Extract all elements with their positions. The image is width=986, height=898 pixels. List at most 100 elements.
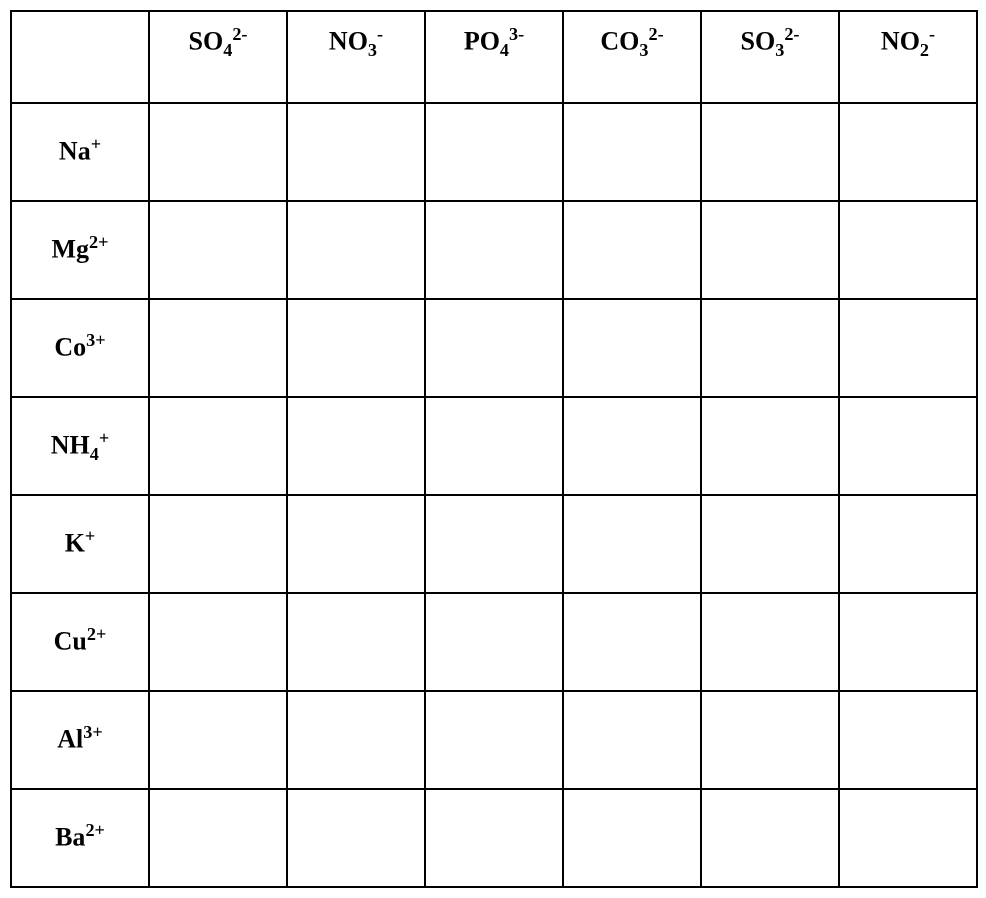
col-header-co3: CO32- [563, 11, 701, 103]
data-cell [287, 201, 425, 299]
data-cell [701, 789, 839, 887]
data-cell [701, 103, 839, 201]
row-header-sup: 2+ [87, 624, 106, 644]
data-cell [425, 299, 563, 397]
col-header-sub: 4 [223, 40, 232, 60]
table-row: Co3+ [11, 299, 977, 397]
data-cell [149, 789, 287, 887]
data-cell [839, 201, 977, 299]
row-header-base: NH [51, 430, 90, 459]
col-header-sup: - [377, 24, 383, 44]
col-header-so4: SO42- [149, 11, 287, 103]
col-header-sup: 2- [232, 24, 247, 44]
data-cell [287, 593, 425, 691]
data-cell [149, 691, 287, 789]
table-row: Al3+ [11, 691, 977, 789]
table-header-row: SO42- NO3- PO43- CO32- SO32- NO2- [11, 11, 977, 103]
row-header-base: Ba [55, 822, 85, 851]
col-header-sup: 2- [648, 24, 663, 44]
data-cell [839, 299, 977, 397]
data-cell [425, 201, 563, 299]
data-cell [563, 691, 701, 789]
data-cell [563, 593, 701, 691]
data-cell [563, 103, 701, 201]
data-cell [287, 789, 425, 887]
col-header-base: PO [464, 27, 500, 56]
col-header-base: NO [881, 27, 920, 56]
col-header-base: NO [329, 27, 368, 56]
data-cell [701, 593, 839, 691]
row-header-cu: Cu2+ [11, 593, 149, 691]
data-cell [563, 201, 701, 299]
data-cell [701, 691, 839, 789]
col-header-sup: 2- [784, 24, 799, 44]
data-cell [701, 201, 839, 299]
row-header-sup: + [91, 134, 101, 154]
row-header-base: Co [54, 332, 86, 361]
col-header-sub: 2 [920, 40, 929, 60]
row-header-base: Al [57, 724, 83, 753]
row-header-base: Na [59, 136, 91, 165]
data-cell [839, 495, 977, 593]
col-header-po4: PO43- [425, 11, 563, 103]
row-header-sup: + [99, 428, 109, 448]
row-header-sub: 4 [90, 443, 99, 463]
data-cell [563, 495, 701, 593]
col-header-no3: NO3- [287, 11, 425, 103]
col-header-sup: - [929, 24, 935, 44]
data-cell [839, 789, 977, 887]
row-header-sup: 3+ [86, 330, 105, 350]
data-cell [425, 593, 563, 691]
row-header-k: K+ [11, 495, 149, 593]
data-cell [287, 103, 425, 201]
table-row: Cu2+ [11, 593, 977, 691]
data-cell [425, 495, 563, 593]
row-header-sup: + [85, 526, 95, 546]
data-cell [287, 495, 425, 593]
data-cell [149, 299, 287, 397]
col-header-no2: NO2- [839, 11, 977, 103]
table-row: K+ [11, 495, 977, 593]
col-header-sub: 4 [500, 40, 509, 60]
data-cell [287, 299, 425, 397]
col-header-base: SO [189, 27, 224, 56]
row-header-base: Cu [54, 626, 87, 655]
data-cell [149, 495, 287, 593]
row-header-sup: 2+ [85, 820, 104, 840]
col-header-sub: 3 [368, 40, 377, 60]
data-cell [149, 593, 287, 691]
col-header-sub: 3 [775, 40, 784, 60]
row-header-base: Mg [51, 234, 89, 263]
row-header-ba: Ba2+ [11, 789, 149, 887]
table-row: Ba2+ [11, 789, 977, 887]
ion-combination-table: SO42- NO3- PO43- CO32- SO32- NO2- Na+ [10, 10, 978, 888]
col-header-sup: 3- [509, 24, 524, 44]
row-header-sup: 3+ [83, 722, 102, 742]
row-header-base: K [65, 528, 85, 557]
row-header-sup: 2+ [89, 232, 108, 252]
data-cell [701, 495, 839, 593]
col-header-so3: SO32- [701, 11, 839, 103]
data-cell [701, 397, 839, 495]
data-cell [425, 789, 563, 887]
data-cell [149, 103, 287, 201]
table-row: Na+ [11, 103, 977, 201]
data-cell [563, 299, 701, 397]
data-cell [149, 201, 287, 299]
row-header-nh4: NH4+ [11, 397, 149, 495]
data-cell [839, 103, 977, 201]
data-cell [839, 691, 977, 789]
data-cell [563, 397, 701, 495]
table-body: Na+ Mg2+ Co3+ [11, 103, 977, 887]
col-header-base: SO [741, 27, 776, 56]
data-cell [425, 691, 563, 789]
data-cell [839, 593, 977, 691]
data-cell [701, 299, 839, 397]
table-row: Mg2+ [11, 201, 977, 299]
data-cell [425, 397, 563, 495]
data-cell [563, 789, 701, 887]
row-header-mg: Mg2+ [11, 201, 149, 299]
data-cell [149, 397, 287, 495]
row-header-na: Na+ [11, 103, 149, 201]
data-cell [287, 397, 425, 495]
